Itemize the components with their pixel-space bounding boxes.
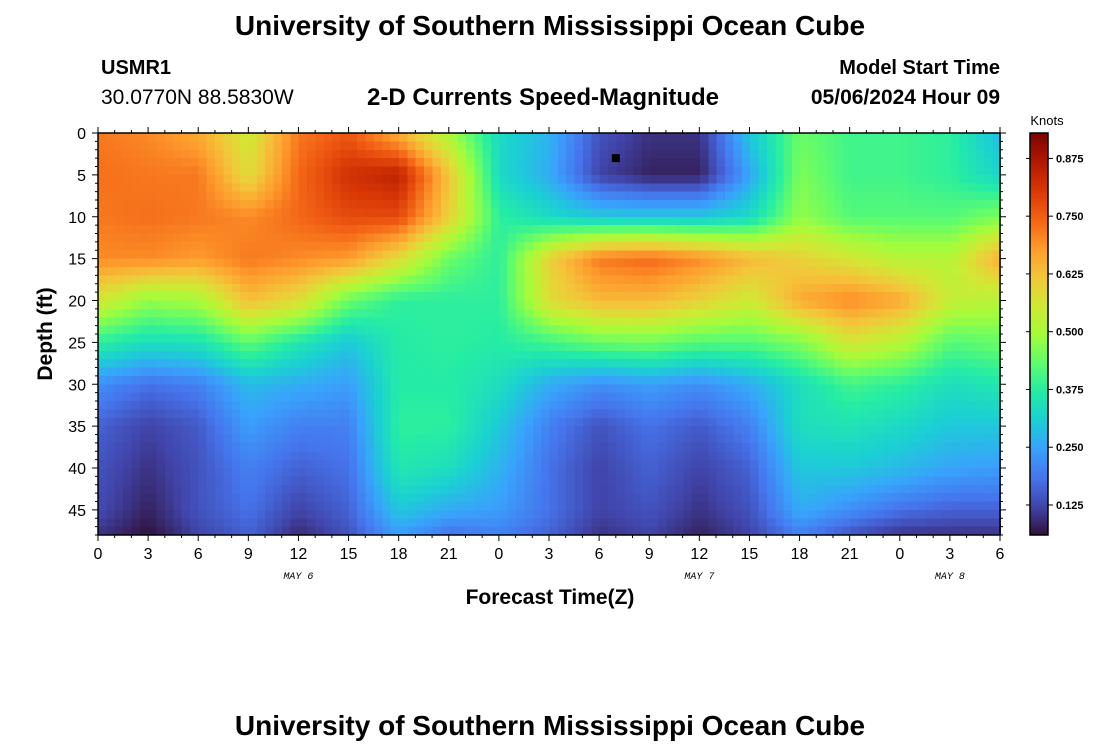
x-axis-label: Forecast Time(Z) — [466, 586, 635, 609]
colorbar-tick-label: 0.375 — [1056, 384, 1084, 396]
chart-subtitle: 2-D Currents Speed-Magnitude — [367, 84, 720, 111]
x-tick-label: 9 — [244, 546, 253, 563]
colorbar-tick-label: 0.750 — [1056, 211, 1084, 223]
date-label: MAY 7 — [684, 572, 714, 583]
station-id: USMR1 — [101, 57, 172, 79]
colorbar-tick-label: 0.125 — [1056, 500, 1084, 512]
colorbar-label: Knots — [1030, 113, 1064, 128]
x-tick-label: 0 — [494, 546, 503, 563]
colorbar-tick-label: 0.250 — [1056, 442, 1084, 454]
colorbar-frame — [1029, 132, 1049, 536]
x-tick-label: 21 — [841, 546, 859, 563]
x-tick-label: 21 — [440, 546, 458, 563]
y-tick-label: 0 — [77, 126, 86, 143]
date-label: MAY 6 — [283, 572, 313, 583]
date-label: MAY 8 — [935, 572, 965, 583]
x-tick-label: 15 — [340, 546, 358, 563]
heatmap-plot-area — [98, 133, 1001, 535]
colorbar-tick-label: 0.500 — [1056, 327, 1084, 339]
x-tick-label: 18 — [791, 546, 809, 563]
colorbar-tick-label: 0.875 — [1056, 153, 1084, 165]
y-tick-label: 40 — [68, 461, 86, 478]
x-tick-label: 3 — [144, 546, 153, 563]
model-start-value: 05/06/2024 Hour 09 — [810, 86, 1000, 109]
x-tick-label: 3 — [545, 546, 554, 563]
y-tick-label: 25 — [68, 335, 86, 352]
x-tick-label: 12 — [290, 546, 308, 563]
x-tick-label: 0 — [94, 546, 103, 563]
y-tick-label: 30 — [68, 377, 86, 394]
y-axis-label: Depth (ft) — [34, 287, 57, 380]
y-tick-label: 35 — [68, 419, 86, 436]
model-start-label: Model Start Time — [839, 57, 1000, 79]
y-tick-label: 15 — [68, 252, 86, 269]
x-tick-label: 12 — [690, 546, 708, 563]
colorbar-gradient — [1030, 133, 1048, 535]
x-tick-label: 6 — [996, 546, 1005, 563]
y-tick-label: 20 — [68, 294, 86, 311]
y-tick-label: 5 — [77, 168, 86, 185]
y-tick-label: 45 — [68, 503, 86, 520]
x-tick-label: 15 — [741, 546, 759, 563]
x-tick-label: 18 — [390, 546, 408, 563]
colorbar-tick-label: 0.625 — [1056, 269, 1084, 281]
page-title: University of Southern Mississippi Ocean… — [234, 10, 866, 41]
observation-marker — [611, 154, 620, 163]
x-tick-label: 3 — [945, 546, 954, 563]
station-coordinates: 30.0770N 88.5830W — [101, 86, 294, 109]
x-tick-label: 0 — [895, 546, 904, 563]
plot-frame — [97, 132, 1001, 536]
x-tick-label: 6 — [194, 546, 203, 563]
footer-title: University of Southern Mississippi Ocean… — [234, 710, 866, 741]
x-tick-label: 6 — [595, 546, 604, 563]
y-tick-label: 10 — [68, 210, 86, 227]
x-tick-label: 9 — [645, 546, 654, 563]
